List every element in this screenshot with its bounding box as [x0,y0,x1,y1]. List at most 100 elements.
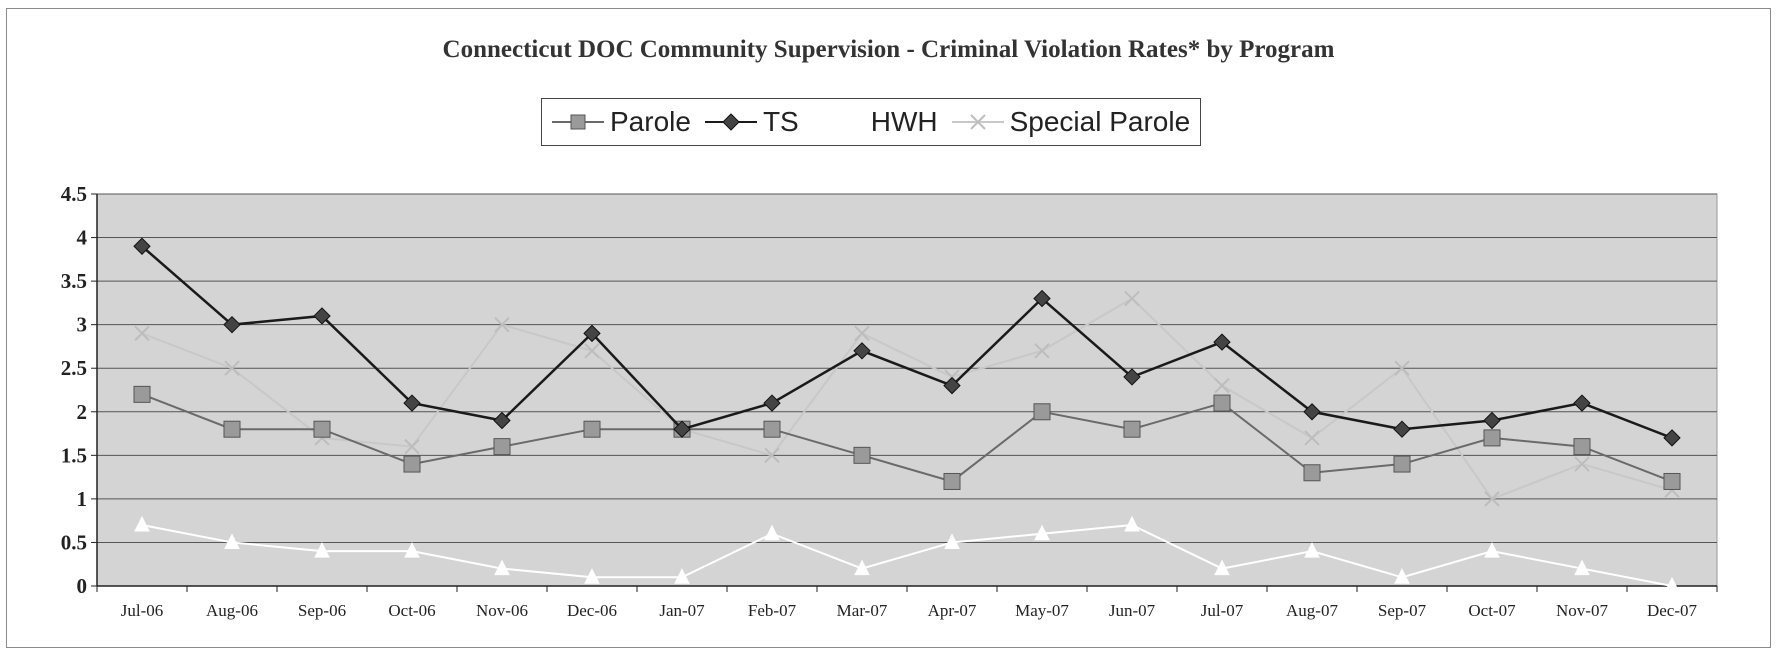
legend-marker-hwh [812,113,865,129]
x-tick-label: Dec-06 [567,601,617,620]
data-point-ts [1573,394,1591,412]
chart-legend: Parole TS HWH Special Parole [541,98,1202,146]
data-point-parole [1573,438,1591,456]
data-point-ts [493,411,511,430]
x-tick-label: Aug-07 [1286,601,1338,620]
series-line-special-parole [141,297,1673,501]
data-point-special-parole [1034,343,1050,359]
series-line-parole [141,393,1673,483]
legend-item-parole: Parole [550,106,691,138]
x-tick-label: Sep-07 [1378,601,1427,620]
data-point-special-parole [764,447,780,464]
data-point-ts [853,342,871,360]
y-tick-label: 4 [77,226,88,250]
y-tick-label: 1.5 [61,443,87,467]
data-point-parole [1393,455,1411,473]
x-tick-label: Dec-07 [1647,601,1698,620]
data-point-hwh [1394,568,1410,584]
y-tick-label: 1 [77,487,88,511]
data-point-special-parole [1574,456,1590,472]
data-point-parole [223,420,241,438]
data-point-parole [943,472,961,490]
x-tick-label: May-07 [1015,601,1069,620]
data-point-hwh [224,533,240,549]
x-tick-label: Nov-06 [476,601,528,620]
data-point-parole [763,420,781,438]
data-point-special-parole [1394,360,1410,376]
data-point-special-parole [224,360,240,376]
data-point-parole [493,438,511,456]
y-tick-label: 4.5 [61,182,87,206]
x-tick-label: Feb-07 [748,601,797,620]
plot-area [96,193,1718,587]
legend-item-hwh: HWH [811,106,938,138]
data-point-parole [133,385,151,403]
data-point-parole [403,455,421,473]
x-tick-label: Sep-06 [298,601,346,620]
y-tick-label: 3.5 [61,269,87,293]
series-line-hwh [141,523,1673,587]
chart-title: Connecticut DOC Community Supervision - … [442,36,1335,63]
series-line-ts [141,245,1673,440]
y-tick-label: 2 [77,400,88,424]
data-point-special-parole [134,325,150,342]
data-point-special-parole [1214,377,1230,394]
data-point-parole [1663,472,1681,490]
y-tick-label: 2.5 [61,356,87,380]
data-point-hwh [1124,515,1140,532]
data-point-hwh [404,542,420,558]
y-tick-label: 0.5 [61,530,87,554]
legend-marker-special-parole [951,114,1004,130]
data-point-hwh [1484,542,1500,558]
data-point-ts [1303,403,1321,421]
x-tick-label: Jul-07 [1201,601,1244,620]
data-point-parole [1483,429,1501,447]
data-point-ts [1483,411,1501,430]
legend-label-parole: Parole [610,106,691,137]
legend-item-ts: TS [703,106,799,138]
data-point-parole [1123,420,1141,438]
x-tick-label: Oct-07 [1468,601,1516,620]
y-tick-label: 0 [77,574,88,598]
legend-item-special-parole: Special Parole [950,106,1191,138]
data-point-ts [223,315,241,334]
y-tick-label: 3 [77,313,88,337]
data-point-hwh [1664,576,1680,593]
x-tick-label: Jan-07 [659,601,705,620]
data-point-ts [1213,333,1231,351]
data-point-special-parole [1304,430,1320,446]
x-tick-label: Oct-06 [388,601,435,620]
data-point-special-parole [1124,290,1140,307]
legend-marker-parole [552,114,604,130]
data-point-ts [1123,368,1141,386]
data-point-special-parole [404,438,420,455]
data-point-ts [313,307,331,325]
data-point-hwh [1214,559,1230,576]
data-point-ts [943,376,961,395]
legend-label-special-parole: Special Parole [1009,106,1191,137]
data-point-ts [1033,289,1051,308]
data-point-parole [853,446,871,464]
x-tick-label: Jun-07 [1109,601,1156,620]
data-point-hwh [1034,524,1050,541]
data-point-hwh [1304,542,1320,558]
legend-marker-ts [704,113,757,131]
data-point-hwh [944,533,960,549]
x-tick-label: Aug-06 [206,601,258,620]
legend-label-ts: TS [762,106,799,137]
data-point-ts [1393,420,1411,438]
data-point-hwh [494,559,510,576]
data-point-hwh [764,524,780,541]
data-point-hwh [854,559,870,576]
data-point-ts [133,237,151,255]
data-point-hwh [1574,559,1590,576]
x-tick-label: Apr-07 [928,601,977,620]
data-point-parole [583,420,601,438]
data-point-special-parole [854,325,870,342]
data-point-ts [1663,429,1681,447]
x-tick-label: Mar-07 [837,601,888,620]
data-point-parole [1033,403,1051,421]
x-tick-label: Jul-06 [121,601,164,620]
data-point-ts [763,394,781,412]
